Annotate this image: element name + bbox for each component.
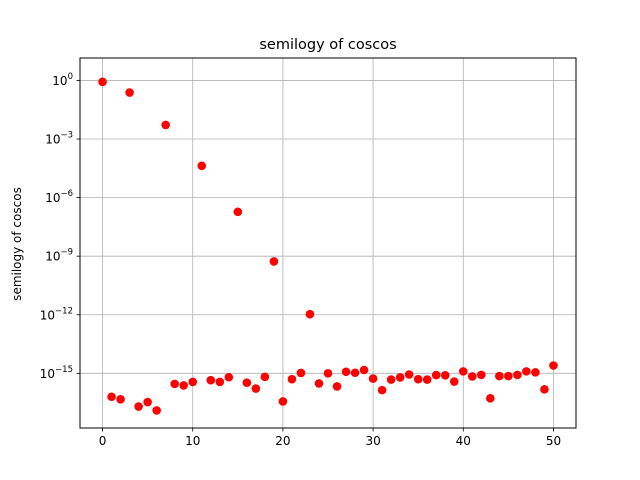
data-point: [179, 381, 189, 390]
data-point: [134, 402, 143, 411]
data-point: [314, 379, 324, 388]
y-tick-label: 10−15: [40, 365, 73, 381]
data-point: [513, 370, 522, 380]
x-tick-label: 10: [185, 434, 200, 448]
data-point: [305, 309, 315, 319]
data-point: [531, 368, 540, 377]
data-point: [440, 370, 450, 380]
data-points: [98, 77, 558, 415]
data-point: [224, 372, 234, 382]
x-tick-label: 30: [365, 434, 380, 448]
data-point: [477, 370, 486, 380]
data-point: [522, 367, 531, 376]
data-point: [341, 367, 351, 377]
data-point: [377, 385, 387, 395]
y-tick-label-exponent: −15: [55, 365, 73, 375]
data-point: [404, 370, 414, 379]
y-tick-label-base: 10: [40, 367, 55, 381]
y-tick-label-base: 10: [45, 133, 60, 147]
data-point: [458, 367, 468, 376]
data-point: [350, 368, 360, 378]
y-tick-label: 10−3: [45, 131, 73, 147]
x-tick-label: 50: [546, 434, 561, 448]
y-tick-label-exponent: −6: [60, 189, 73, 199]
data-point: [242, 378, 252, 388]
y-tick-label: 10−6: [45, 189, 73, 205]
plot-area-frame: [79, 57, 577, 429]
y-tick-label-base: 10: [45, 191, 60, 205]
data-point: [504, 371, 513, 381]
data-point: [161, 120, 170, 130]
y-tick-label: 100: [52, 72, 73, 88]
y-axis-label: semilogy of coscos: [10, 187, 24, 301]
data-point: [269, 257, 279, 266]
data-point: [495, 371, 504, 381]
data-point: [116, 394, 125, 404]
data-point: [549, 361, 558, 370]
y-tick-label-exponent: −12: [55, 306, 73, 316]
data-point: [449, 377, 459, 386]
data-point: [323, 369, 333, 378]
y-tick-label-base: 10: [52, 74, 67, 88]
data-point: [359, 365, 369, 375]
y-tick-label-exponent: −9: [60, 248, 73, 258]
data-point: [188, 377, 198, 387]
x-tick-label: 0: [99, 434, 107, 448]
x-tick-label: 20: [275, 434, 290, 448]
data-point: [125, 88, 134, 97]
y-tick-label: 10−12: [40, 306, 73, 322]
data-point: [98, 77, 107, 87]
chart-title: semilogy of coscos: [259, 37, 396, 53]
data-point: [413, 374, 423, 384]
data-point: [467, 372, 477, 381]
data-point: [197, 161, 207, 171]
data-point: [386, 375, 396, 384]
data-point: [107, 392, 116, 402]
y-tick-label: 10−9: [45, 248, 73, 264]
grid-lines: [80, 58, 576, 428]
data-point: [143, 397, 152, 407]
data-point: [486, 394, 495, 403]
y-tick-label-base: 10: [40, 308, 55, 322]
data-point: [278, 397, 288, 406]
y-tick-label-exponent: 0: [68, 72, 73, 82]
data-point: [296, 368, 306, 378]
data-point: [540, 385, 549, 394]
x-tick-label: 40: [456, 434, 471, 448]
y-tick-label-exponent: −3: [60, 131, 73, 141]
data-point: [431, 370, 441, 380]
data-point: [332, 382, 342, 391]
data-point: [395, 373, 405, 382]
data-point: [368, 374, 378, 383]
data-point: [260, 372, 270, 382]
data-point: [170, 379, 179, 389]
data-point: [215, 377, 225, 387]
data-point: [152, 406, 161, 415]
y-tick-label-base: 10: [45, 250, 60, 264]
data-point: [206, 375, 216, 385]
data-point: [422, 375, 432, 384]
data-point: [287, 374, 297, 384]
data-point: [233, 207, 243, 217]
data-point: [251, 384, 261, 393]
